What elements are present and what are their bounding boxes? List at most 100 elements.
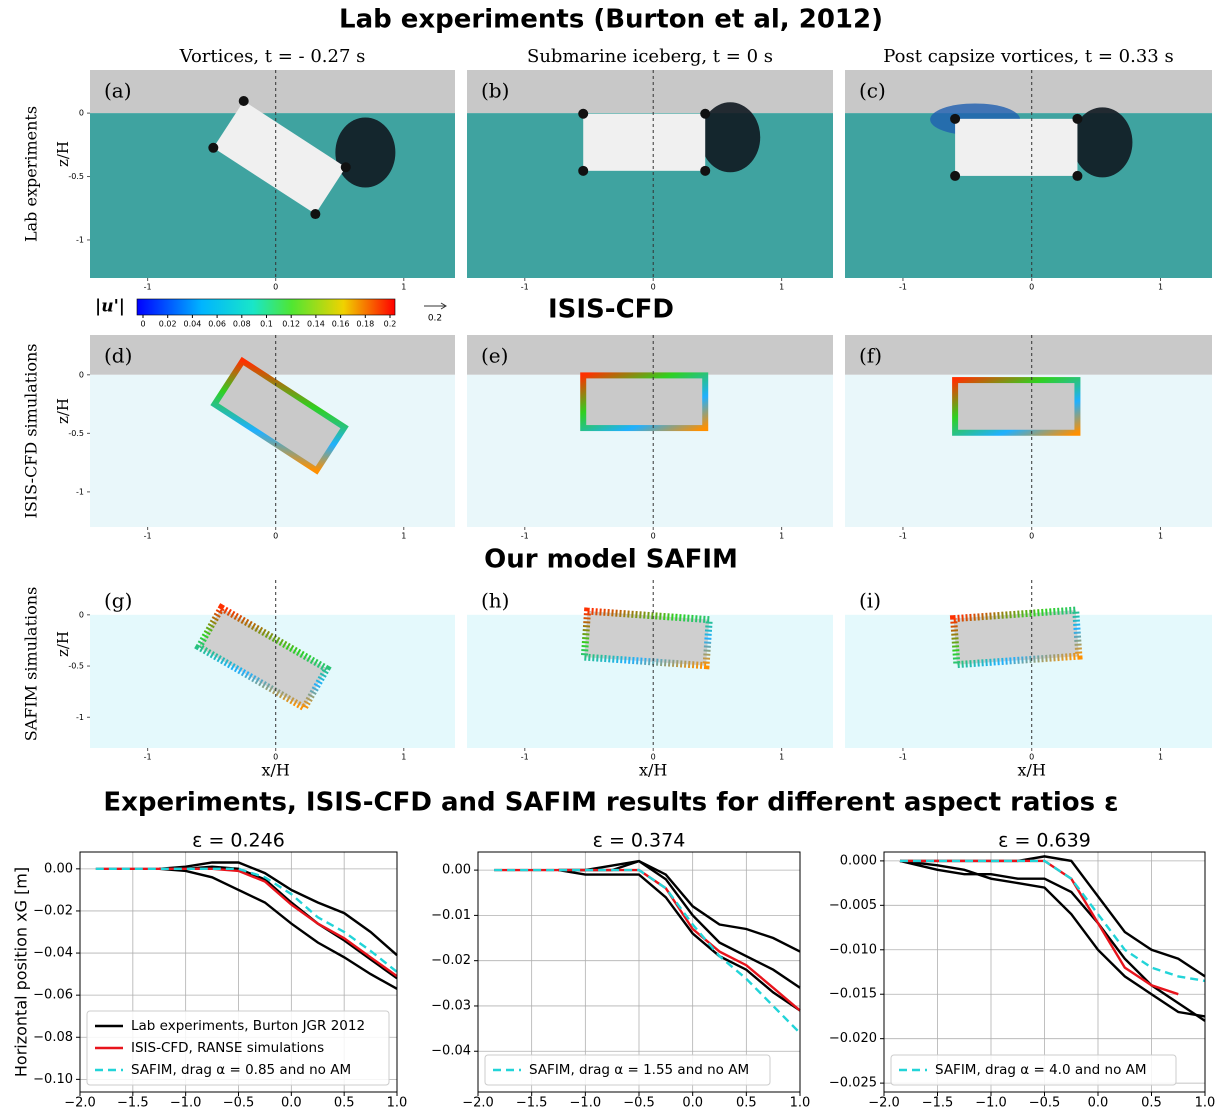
x-tick-label: −1.0: [170, 1096, 202, 1110]
y-tick-label: −0.02: [431, 953, 471, 968]
panel-sky: [845, 580, 1212, 615]
x-tick-label: −2.0: [868, 1096, 900, 1110]
panel-sky: [90, 70, 455, 114]
y-tick-label: 0.00: [44, 861, 73, 876]
x-tick-label: 1.0: [387, 1096, 408, 1110]
chart-title: ε = 0.639: [998, 830, 1091, 852]
column-title: Vortices, t = - 0.27 s: [179, 46, 366, 67]
marker-dot: [1072, 170, 1083, 181]
x-tick-label: −1.5: [516, 1096, 548, 1110]
x-tick-label: 0.0: [682, 1096, 703, 1110]
y-tick-label: −0.04: [33, 946, 73, 961]
x-tick-label: 1: [779, 532, 784, 541]
y-tick-label: −0.08: [33, 1030, 73, 1045]
series-line: [494, 868, 801, 1034]
marker-dot: [1072, 113, 1083, 124]
plot-frame: [79, 851, 398, 1093]
x-tick-label: −2.0: [462, 1096, 494, 1110]
figure-title: Lab experiments (Burton et al, 2012): [339, 5, 883, 35]
x-axis-label: x/H: [639, 761, 667, 780]
x-tick-label: -1: [144, 753, 152, 762]
series-line: [899, 859, 1206, 1018]
x-tick-label: 1: [1158, 532, 1163, 541]
row-label: Lab experiments: [22, 106, 41, 242]
panel-label: (h): [481, 589, 510, 613]
x-tick-label: −0.5: [1029, 1096, 1061, 1110]
x-tick-label: 0: [273, 753, 278, 762]
marker-dot: [700, 165, 711, 176]
chart-title: ε = 0.246: [192, 830, 285, 852]
y-tick-label: −0.025: [829, 1076, 877, 1091]
x-tick-label: 0.5: [334, 1096, 355, 1110]
vortex: [1072, 107, 1133, 178]
x-tick-label: 0: [1029, 753, 1034, 762]
x-tick-label: 1.0: [1195, 1096, 1216, 1110]
panel-label: (f): [859, 344, 882, 368]
y-tick-label: 0.00: [442, 863, 471, 878]
legend-box: [484, 1054, 771, 1086]
series-line: [558, 859, 801, 953]
y-tick-label: −0.020: [829, 1031, 877, 1046]
iceberg-block: [580, 372, 709, 432]
x-tick-label: −2.0: [64, 1096, 96, 1110]
y-axis-label: z/H: [54, 141, 72, 167]
x-tick-label: -1: [144, 532, 152, 541]
x-tick-label: -1: [521, 753, 529, 762]
x-tick-label: 0: [651, 532, 656, 541]
series-line: [900, 859, 1206, 983]
colorbar-tick-label: 0.06: [208, 320, 226, 329]
x-tick-label: 0.5: [736, 1096, 757, 1110]
y-tick-label: 0.000: [840, 853, 877, 868]
series-line: [95, 867, 398, 978]
legend-label: ISIS-CFD, RANSE simulations: [131, 1040, 324, 1056]
iceberg-block: [955, 118, 1078, 176]
colorbar-tick-label: 0.04: [183, 320, 201, 329]
iceberg-block: [210, 356, 349, 475]
x-tick-label: 1.0: [790, 1096, 811, 1110]
marker-dot: [700, 108, 711, 119]
x-tick-label: 1: [401, 753, 406, 762]
y-axis-label: Horizontal position xG [m]: [12, 867, 31, 1077]
panel-sky: [845, 335, 1212, 375]
x-tick-label: 1: [779, 283, 784, 292]
y-tick-label: −0.03: [431, 998, 471, 1013]
marker-dot: [950, 170, 961, 181]
scale-arrow-head: [440, 302, 447, 310]
y-tick-label: -0.5: [68, 662, 84, 671]
y-tick-label: −0.10: [33, 1072, 73, 1087]
x-tick-label: -1: [144, 283, 152, 292]
marker-dot: [340, 162, 351, 173]
x-tick-label: -1: [521, 283, 529, 292]
marker-dot: [238, 95, 249, 106]
panel-sky: [467, 70, 833, 114]
series-line: [558, 859, 801, 989]
marker-dot: [578, 165, 589, 176]
x-tick-label: −1.0: [570, 1096, 602, 1110]
legend-box: [86, 1010, 390, 1086]
x-axis-label: x/H: [1018, 761, 1046, 780]
y-tick-label: 0: [79, 370, 84, 379]
panel-sky: [90, 580, 455, 615]
panel-sky: [467, 335, 833, 375]
x-tick-label: -1: [899, 753, 907, 762]
colorbar-tick-label: 0.02: [159, 320, 177, 329]
column-title: Post capsize vortices, t = 0.33 s: [883, 46, 1173, 67]
panel-label: (c): [859, 79, 886, 103]
legend-label: SAFIM, drag α = 1.55 and no AM: [529, 1062, 749, 1078]
legend-label: Lab experiments, Burton JGR 2012: [131, 1018, 365, 1034]
marker-dot: [208, 142, 219, 153]
vortex: [335, 117, 396, 188]
row-label: ISIS-CFD simulations: [22, 344, 41, 519]
y-tick-label: -1: [76, 235, 84, 244]
x-tick-label: 0.0: [281, 1096, 302, 1110]
x-tick-label: -1: [521, 532, 529, 541]
series-line: [159, 861, 398, 957]
series-line: [899, 859, 1206, 1022]
y-tick-label: −0.010: [829, 942, 877, 957]
iceberg-block: [213, 100, 346, 215]
x-tick-label: −1.5: [117, 1096, 149, 1110]
x-tick-label: 0: [273, 532, 278, 541]
marker-dot: [578, 108, 589, 119]
